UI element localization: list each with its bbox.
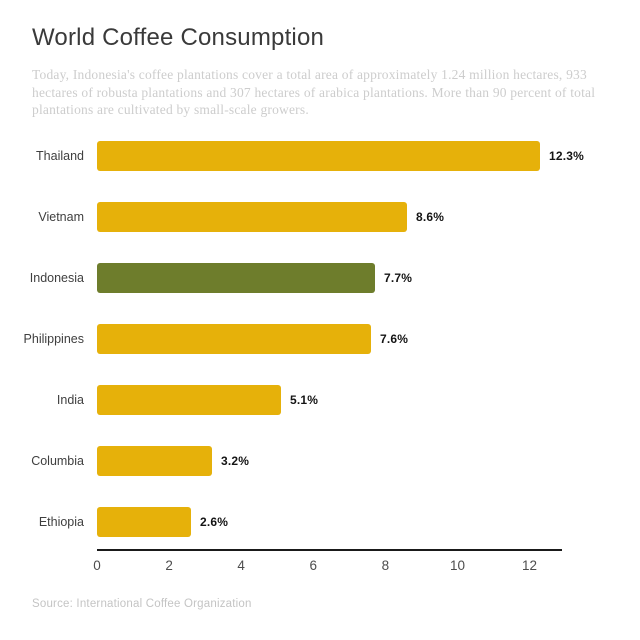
- x-axis-tick-label: 12: [522, 558, 538, 573]
- bar: [97, 263, 375, 293]
- bar-row: Thailand 12.3%: [0, 141, 640, 171]
- bar: [97, 324, 371, 354]
- bar-chart-plot-area: Thailand 12.3% Vietnam 8.6% Indonesia 7.7% Phi…: [0, 141, 640, 537]
- x-axis-tick-label: 6: [309, 558, 318, 573]
- bar-row: Indonesia 7.7%: [0, 263, 640, 293]
- chart-subtitle: Today, Indonesia's coffee plantations co…: [32, 67, 596, 117]
- value-label: 3.2%: [221, 454, 250, 468]
- bar: [97, 202, 407, 232]
- bar-row: Vietnam 8.6%: [0, 202, 640, 232]
- category-label: Vietnam: [38, 210, 84, 224]
- x-axis-tick-label: 10: [449, 558, 465, 573]
- bar-row: Ethiopia 2.6%: [0, 507, 640, 537]
- bar-row: Philippines 7.6%: [0, 324, 640, 354]
- value-label: 5.1%: [290, 393, 319, 407]
- x-axis-tick-label: 0: [93, 558, 101, 573]
- bar: [97, 385, 281, 415]
- bar: [97, 141, 540, 171]
- category-label: Indonesia: [29, 271, 84, 285]
- category-label: Philippines: [23, 332, 84, 346]
- chart-title: World Coffee Consumption: [32, 24, 325, 51]
- x-axis-tick-label: 4: [237, 558, 245, 573]
- bar-row: Columbia 3.2%: [0, 446, 640, 476]
- category-label: Ethiopia: [38, 515, 84, 529]
- value-label: 8.6%: [416, 210, 445, 224]
- source-note: Source: International Coffee Organizatio…: [32, 598, 252, 610]
- category-label: India: [56, 393, 84, 407]
- x-axis-tick-label: 8: [381, 558, 390, 573]
- x-axis-ticks: 0 2 4 6 8 10 12: [0, 558, 640, 576]
- value-label: 7.6%: [380, 332, 409, 346]
- bar: [97, 446, 212, 476]
- bar: [97, 507, 191, 537]
- category-label: Columbia: [31, 454, 84, 468]
- value-label: 7.7%: [384, 271, 413, 285]
- category-label: Thailand: [36, 149, 84, 163]
- value-label: 12.3%: [549, 149, 585, 163]
- x-axis-tick-label: 2: [165, 558, 173, 573]
- value-label: 2.6%: [200, 515, 229, 529]
- bar-row: India 5.1%: [0, 385, 640, 415]
- x-axis-line: [97, 549, 562, 551]
